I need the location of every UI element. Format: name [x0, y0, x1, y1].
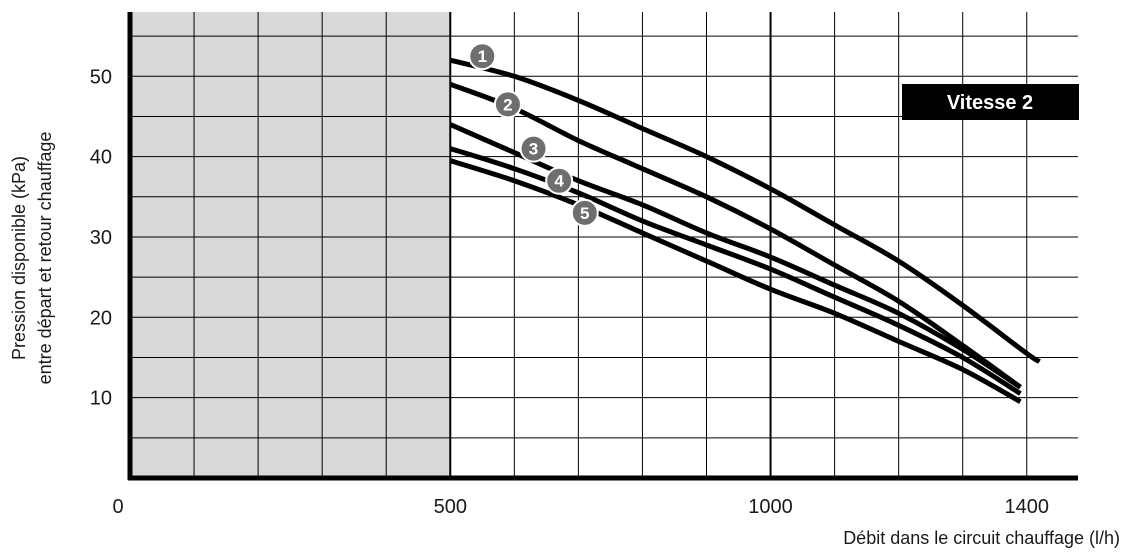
x-tick-1400: 1400: [1005, 496, 1050, 518]
curve-label-1: 1: [478, 47, 487, 66]
curve-label-3-circle: [519, 134, 548, 163]
curve-label-3: 3: [529, 140, 538, 159]
y-tick-10: 10: [90, 388, 112, 410]
y-tick-30: 30: [90, 227, 112, 249]
y-tick-40: 40: [90, 147, 112, 169]
curve-number-labels: 1 2 345: [468, 42, 599, 227]
curve-3: [449, 122, 1022, 390]
y-axis-title-line2: entre départ et retour chauffage: [35, 132, 55, 385]
y-tick-20: 20: [90, 307, 112, 329]
curve-label-5-circle: [570, 198, 599, 227]
curve-2: [449, 81, 1022, 390]
horizontal-gridlines: [130, 35, 1078, 439]
curve-label-2: 2: [503, 95, 512, 114]
y-axis-title-line1: Pression disponible (kPa): [9, 156, 29, 360]
shaded-region: [130, 12, 451, 478]
curve-label-2-circle: [493, 90, 522, 119]
curve-label-5: 5: [580, 204, 589, 223]
y-tick-50: 50: [90, 66, 112, 88]
curve-label-4: 4: [554, 172, 564, 191]
curve-label-4-circle: [545, 166, 574, 195]
x-tick-500: 500: [434, 496, 467, 518]
curve-label-1-circle: [468, 42, 497, 71]
speed-badge: Vitesse 2: [902, 84, 1079, 120]
curve-5: [449, 158, 1022, 404]
speed-badge-text: Vitesse 2: [947, 92, 1033, 114]
x-tick-1000: 1000: [748, 496, 793, 518]
x-tick-0: 0: [112, 496, 123, 518]
speed-badge-box: [902, 84, 1079, 120]
axes: [127, 12, 1078, 481]
x-axis-title: Débit dans le circuit chauffage (l/h): [843, 528, 1120, 548]
tick-labels: 0 500 1000 1400 10 20 30 40 50: [90, 66, 1049, 518]
